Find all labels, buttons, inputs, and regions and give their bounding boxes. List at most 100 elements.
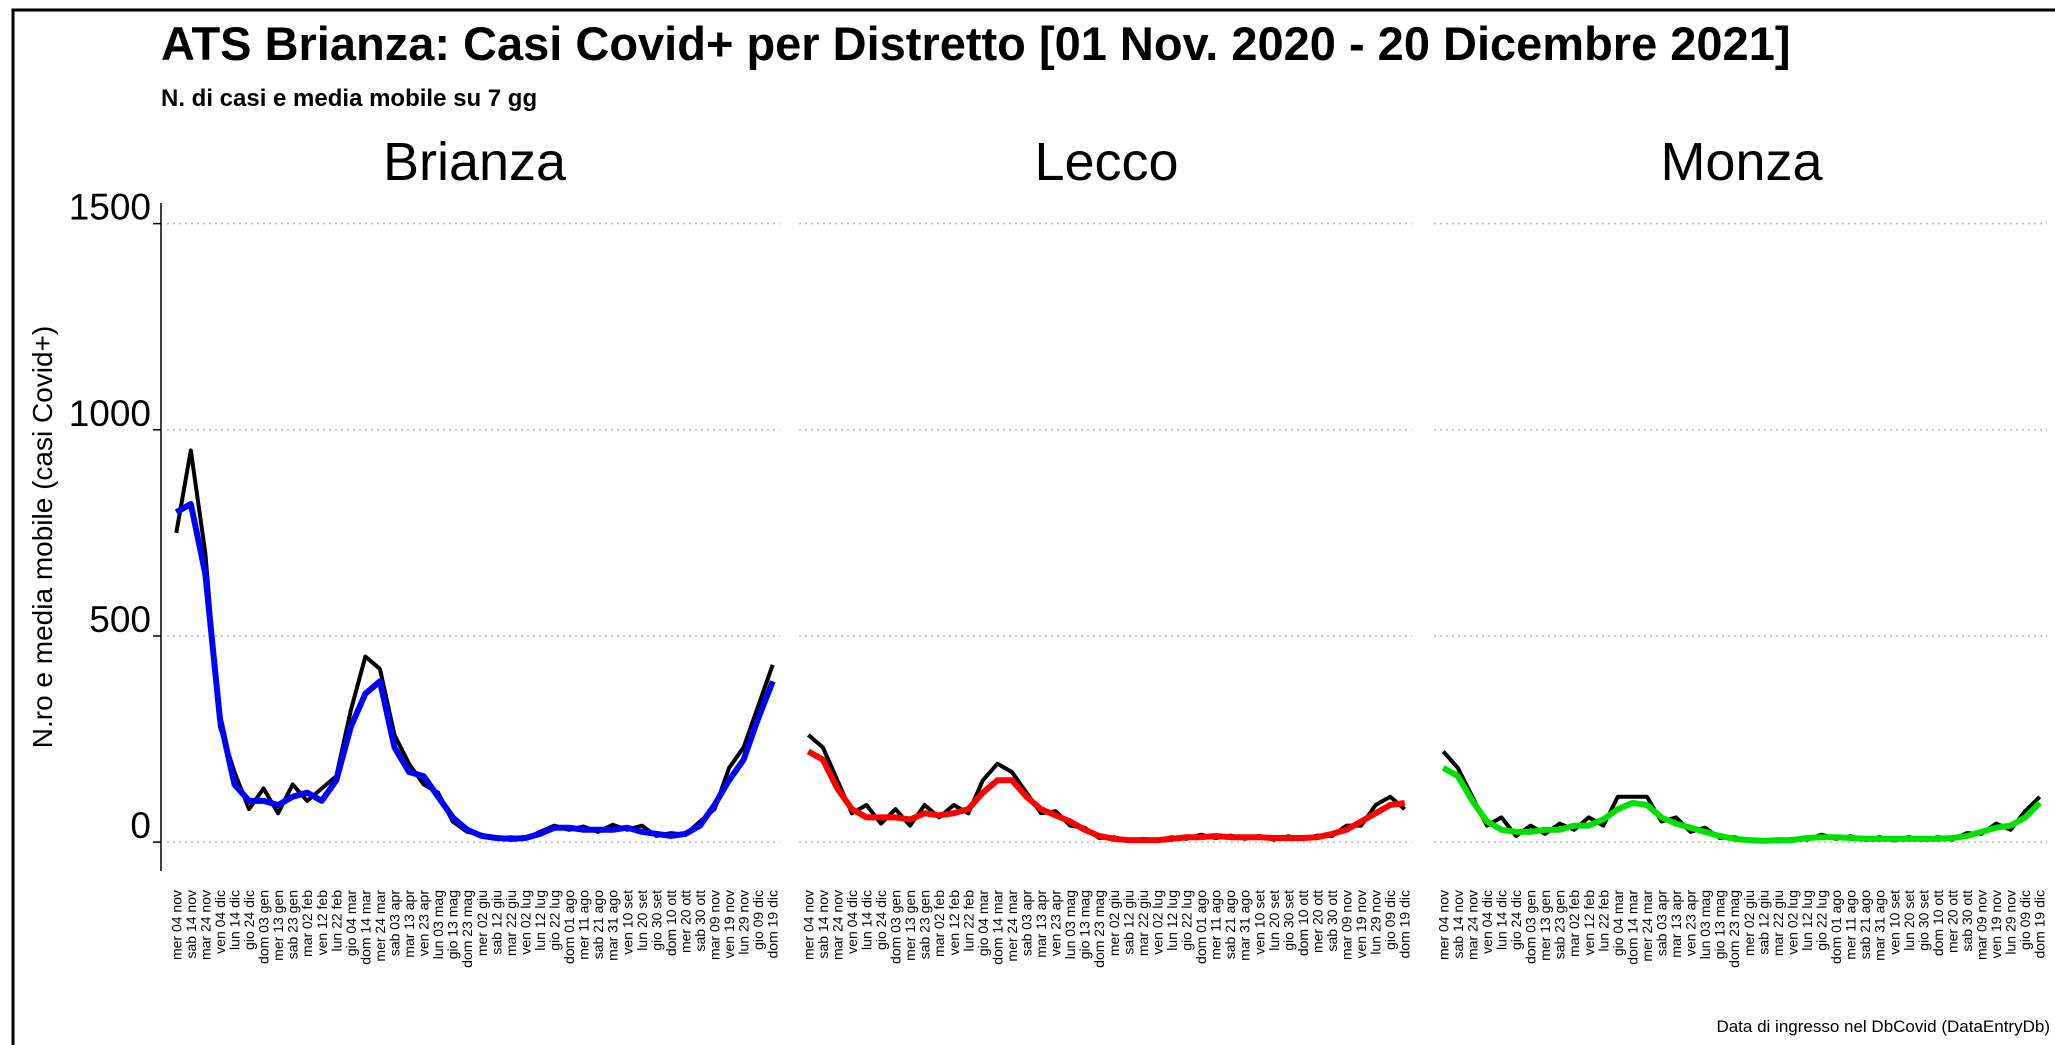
x-tick-label: sab 12 giu [1120,890,1136,955]
x-tick-label: dom 03 gen [1523,890,1539,964]
x-tick-label: dom 19 dic [765,890,781,958]
x-tick-label: mar 31 ago [605,890,621,961]
x-tick-label: dom 19 dic [1397,890,1413,958]
x-tick-label: gio 24 dic [241,890,257,950]
x-tick-label: ven 04 dic [844,890,860,954]
x-tick-label: dom 10 ott [1930,890,1946,956]
x-tick-label: mar 02 feb [299,890,315,957]
x-tick-label: sab 12 giu [1755,890,1771,955]
x-tick-label: lun 20 set [634,890,650,951]
x-tick-label: mar 09 nov [1339,890,1355,960]
x-tick-label: lun 22 feb [328,890,344,952]
x-tick-label: dom 03 gen [888,890,904,964]
y-tick-label: 0 [130,805,151,846]
x-tick-label: gio 22 lug [1814,890,1830,951]
x-tick-label: dom 14 mar [989,890,1005,965]
x-tick-label: lun 14 dic [226,890,242,950]
x-tick-label: lun 03 mag [1062,890,1078,959]
x-tick-label: lun 12 lug [1799,890,1815,951]
y-tick-label: 1500 [69,187,151,228]
x-tick-label: gio 30 set [1280,890,1296,951]
x-tick-label: mar 22 giu [1135,890,1151,956]
x-tick-label: gio 09 dic [1382,890,1398,950]
x-tick-label: mer 13 gen [270,890,286,961]
x-tick-label: mar 02 feb [931,890,947,957]
x-tick-label: mer 20 ott [1309,890,1325,953]
x-tick-label: mer 11 ago [576,890,592,960]
x-tick-label: mer 13 gen [902,890,918,961]
x-tick-label: mar 13 apr [1668,890,1684,958]
x-tick-label: dom 10 ott [1295,890,1311,956]
x-tick-label: dom 10 ott [663,890,679,956]
x-tick-label: lun 12 lug [532,890,548,951]
x-tick-label: mar 22 giu [503,890,519,956]
x-tick-label: lun 29 nov [2003,890,2019,955]
y-axis-label: N.ro e media mobile (casi Covid+) [27,326,58,749]
y-tick-label: 500 [89,599,151,640]
x-tick-label: ven 02 lug [1784,890,1800,955]
x-tick-label: sab 14 nov [815,890,831,959]
x-tick-label: mer 11 ago [1208,890,1224,960]
panel-title: Brianza [383,132,567,192]
x-tick-label: lun 29 nov [1368,890,1384,955]
x-tick-label: sab 03 apr [386,890,402,956]
x-tick-label: ven 02 lug [517,890,533,955]
x-tick-label: ven 19 nov [1353,890,1369,959]
x-tick-label: lun 03 mag [1697,890,1713,959]
x-tick-label: dom 01 ago [1193,890,1209,964]
x-tick-label: sab 30 ott [1324,890,1340,952]
x-tick-label: mer 02 giu [474,890,490,956]
x-tick-label: mar 31 ago [1872,890,1888,961]
x-tick-label: gio 04 mar [343,890,359,956]
x-tick-label: ven 10 set [619,890,635,955]
x-tick-label: gio 09 dic [750,890,766,950]
x-tick-label: gio 09 dic [2017,890,2033,950]
x-tick-label: sab 23 gen [1552,890,1568,959]
x-tick-label: gio 13 mag [445,890,461,959]
x-tick-label: mar 24 nov [197,890,213,960]
x-tick-label: dom 19 dic [2032,890,2048,958]
x-tick-label: dom 14 mar [357,890,373,965]
x-tick-label: gio 30 set [1915,890,1931,951]
x-tick-label: ven 23 apr [1683,890,1699,956]
x-tick-label: ven 04 dic [212,890,228,954]
x-tick-label: mar 13 apr [401,890,417,958]
x-tick-label: lun 03 mag [430,890,446,959]
x-tick-label: lun 20 set [1901,890,1917,951]
x-tick-label: sab 30 ott [692,890,708,952]
x-tick-label: ven 12 feb [314,890,330,956]
x-tick-label: mer 04 nov [1435,890,1451,960]
x-tick-label: lun 22 feb [1595,890,1611,952]
x-tick-label: sab 23 gen [917,890,933,959]
x-tick-label: gio 30 set [648,890,664,951]
x-tick-label: gio 04 mar [1610,890,1626,956]
x-tick-label: lun 14 dic [1493,890,1509,950]
x-tick-label: mer 13 gen [1537,890,1553,961]
daily-line [174,448,775,841]
x-tick-label: sab 14 nov [183,890,199,959]
x-tick-label: mar 24 nov [829,890,845,960]
x-tick-label: mar 22 giu [1770,890,1786,956]
moving-average-line [806,748,1406,844]
x-tick-label: sab 14 nov [1450,890,1466,959]
x-tick-label: mer 04 nov [168,890,184,960]
y-tick-label: 1000 [69,393,151,434]
x-tick-label: lun 20 set [1266,890,1282,951]
x-tick-label: dom 01 ago [561,890,577,964]
x-tick-label: mer 24 mar [372,890,388,962]
x-tick-label: sab 03 apr [1653,890,1669,956]
x-tick-label: dom 23 mag [459,890,475,968]
moving-average-line [1441,765,2042,844]
x-tick-label: ven 12 feb [1581,890,1597,956]
x-tick-label: sab 23 gen [285,890,301,959]
x-tick-label: mer 24 mar [1004,890,1020,962]
x-tick-label: mer 20 ott [677,890,693,953]
x-tick-label: gio 22 lug [547,890,563,951]
x-tick-label: mar 24 nov [1464,890,1480,960]
panel-title: Lecco [1034,132,1178,192]
x-tick-label: ven 04 dic [1479,890,1495,954]
daily-line [806,733,1407,843]
x-tick-label: mar 09 nov [1974,890,1990,960]
chart-title: ATS Brianza: Casi Covid+ per Distretto [… [161,17,1791,70]
